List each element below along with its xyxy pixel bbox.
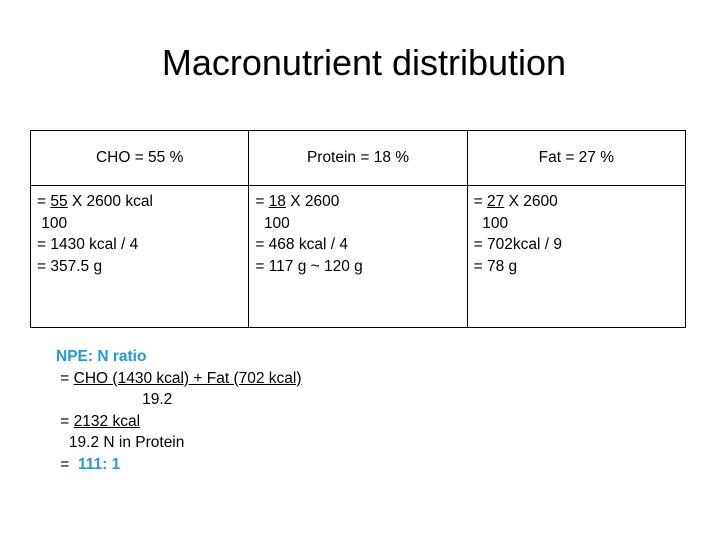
- text-segment: =: [473, 193, 488, 210]
- text-segment: 55: [50, 193, 68, 210]
- body-cell: = 55 X 2600 kcal 100 = 1430 kcal / 4 = 357…: [29, 185, 250, 328]
- text-segment: X 2600: [285, 193, 340, 210]
- text-segment: = 78 g: [473, 257, 518, 275]
- text-line: 100: [255, 213, 460, 235]
- slide-title: Macronutrient distribution: [161, 42, 567, 83]
- text-segment: = 1430 kcal / 4: [37, 236, 139, 253]
- text-segment: = 357.5 g: [37, 257, 103, 275]
- text-line: 100: [37, 213, 242, 235]
- notes: NPE: N ratio = CHO (1430 kcal) + Fat (70…: [56, 346, 302, 475]
- text-line: = 702kcal / 9: [474, 234, 679, 256]
- text-segment: X 2600: [504, 193, 558, 210]
- text-segment: X 2600 kcal: [67, 193, 153, 210]
- text-segment: 19.2: [56, 391, 173, 408]
- text-line: 19.2: [56, 389, 302, 411]
- text-segment: 100: [37, 214, 68, 232]
- text-segment: 100: [255, 214, 290, 232]
- text-line: 100: [474, 213, 679, 235]
- text-segment: =: [56, 455, 78, 473]
- text-line: = 468 kcal / 4: [255, 234, 460, 256]
- text-line: = 117 g ~ 120 g: [255, 256, 460, 278]
- text-segment: = 117 g ~ 120 g: [255, 257, 363, 275]
- header-cell: CHO = 55 %: [29, 130, 250, 186]
- header-row: CHO = 55 % Protein = 18 % Fat = 27 %: [29, 130, 687, 186]
- text-segment: 27: [487, 193, 505, 210]
- body-cell: = 27 X 2600 100 = 702kcal / 9 = 78 g: [466, 185, 687, 328]
- text-line: = 78 g: [474, 256, 679, 278]
- header-cell: Fat = 27 %: [466, 130, 687, 186]
- text-line: = 55 X 2600 kcal: [37, 191, 242, 213]
- text-line: = 18 X 2600: [255, 191, 460, 213]
- body-row: = 55 X 2600 kcal 100 = 1430 kcal / 4 = 357…: [29, 185, 687, 328]
- distribution-table: CHO = 55 % Protein = 18 % Fat = 27 % = 55 X…: [29, 130, 687, 328]
- text-segment: 2132 kcal: [73, 412, 141, 430]
- text-segment: 19.2 N in Protein: [56, 434, 185, 451]
- text-segment: NPE: N ratio: [56, 348, 147, 365]
- text-segment: 100: [473, 214, 509, 232]
- body-cell: = 18 X 2600 100 = 468 kcal / 4 = 117 g ~ 1…: [248, 185, 468, 328]
- text-line: 19.2 N in Protein: [56, 432, 302, 454]
- text-segment: = 468 kcal / 4: [255, 236, 348, 253]
- text-segment: 18: [268, 193, 286, 210]
- text-segment: =: [255, 193, 269, 210]
- text-segment: =: [56, 412, 74, 430]
- text-segment: CHO (1430 kcal) + Fat (702 kcal): [73, 369, 302, 387]
- text-segment: 111: 1: [77, 455, 121, 473]
- text-line: = 1430 kcal / 4: [37, 234, 242, 256]
- text-line: NPE: N ratio: [56, 346, 302, 368]
- text-segment: = 702kcal / 9: [473, 236, 562, 253]
- text-line: = CHO (1430 kcal) + Fat (702 kcal): [56, 368, 302, 390]
- text-segment: =: [37, 193, 51, 210]
- text-line: = 2132 kcal: [56, 411, 302, 433]
- text-line: = 357.5 g: [37, 256, 242, 278]
- text-segment: =: [56, 369, 74, 387]
- text-line: = 111: 1: [56, 454, 302, 476]
- text-line: = 27 X 2600: [474, 191, 679, 213]
- header-cell: Protein = 18 %: [248, 130, 468, 186]
